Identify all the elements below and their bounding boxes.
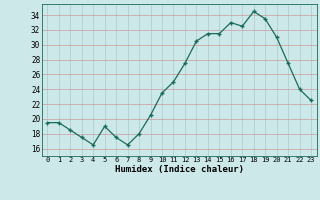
X-axis label: Humidex (Indice chaleur): Humidex (Indice chaleur) — [115, 165, 244, 174]
